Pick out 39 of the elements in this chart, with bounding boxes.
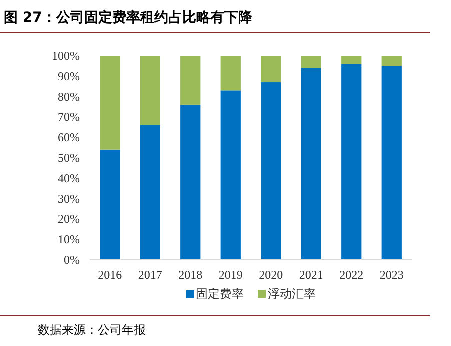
chart-title: 图 27：公司固定费率租约占比略有下降: [4, 9, 254, 26]
y-tick-label: 80%: [58, 90, 80, 104]
x-tick-label: 2016: [98, 268, 122, 282]
x-tick-label: 2022: [340, 268, 364, 282]
bar: [220, 90, 241, 260]
y-tick-label: 40%: [58, 171, 80, 186]
bar: [100, 150, 120, 260]
bar: [382, 56, 402, 66]
bar: [100, 56, 120, 150]
bar: [261, 82, 282, 260]
bar: [301, 56, 322, 68]
x-tick-label: 2021: [299, 268, 324, 282]
bar: [301, 68, 322, 260]
y-tick-label: 90%: [58, 69, 80, 84]
legend-label: 浮动汇率: [268, 287, 316, 301]
bar: [382, 66, 402, 260]
bar: [140, 56, 160, 126]
y-tick-label: 60%: [58, 130, 80, 145]
bar: [180, 104, 201, 260]
x-tick-label: 2017: [138, 268, 162, 282]
source-note: 数据来源：公司年报: [38, 323, 146, 337]
bar: [140, 125, 160, 260]
bar: [261, 56, 282, 83]
bar: [220, 56, 241, 91]
x-tick-label: 2018: [178, 268, 203, 282]
legend-label: 固定费率: [196, 287, 244, 301]
bar: [180, 56, 201, 105]
y-tick-label: 0%: [64, 253, 80, 267]
y-tick-label: 100%: [52, 49, 80, 63]
y-tick-label: 20%: [58, 212, 80, 226]
x-tick-label: 2020: [259, 268, 284, 282]
y-tick-label: 50%: [58, 151, 80, 165]
y-tick-label: 30%: [58, 192, 80, 206]
y-tick-label: 10%: [58, 232, 80, 247]
x-tick-label: 2023: [380, 268, 404, 282]
bar: [342, 56, 362, 64]
y-tick-label: 70%: [58, 110, 80, 124]
x-tick-label: 2019: [218, 268, 243, 282]
bar: [342, 64, 362, 260]
